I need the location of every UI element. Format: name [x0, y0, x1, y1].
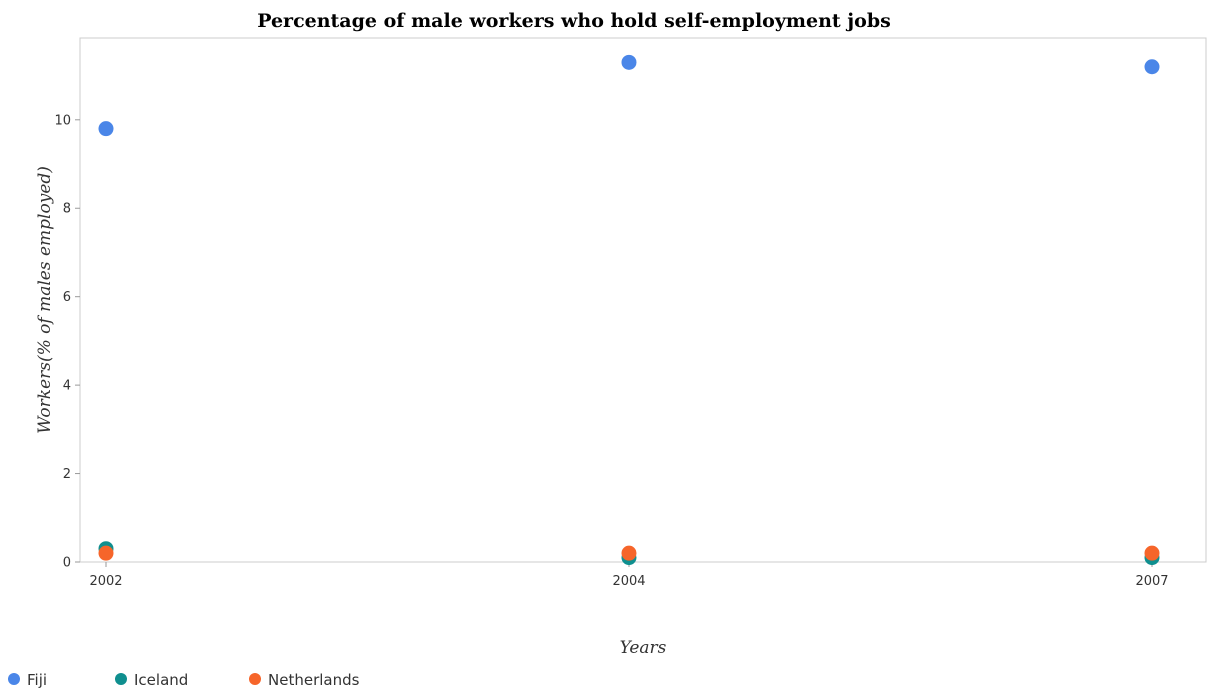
legend-marker-iceland: [115, 673, 127, 685]
point-fiji-2004: [621, 54, 637, 70]
legend-label-fiji: Fiji: [27, 671, 47, 689]
x-tick-label: 2007: [1135, 574, 1168, 589]
x-axis: 2002 2004 2007: [89, 562, 1169, 589]
point-netherlands-2004: [621, 545, 637, 561]
legend-marker-netherlands: [249, 673, 261, 685]
y-tick-label: 8: [63, 202, 71, 217]
x-tick-label: 2002: [89, 574, 122, 589]
chart-title: Percentage of male workers who hold self…: [257, 10, 891, 32]
y-tick-label: 6: [63, 290, 71, 305]
x-tick-label: 2004: [612, 574, 645, 589]
y-axis: 0 2 4 6 8 10: [54, 113, 80, 571]
y-tick-label: 10: [54, 113, 71, 128]
point-netherlands-2002: [98, 545, 114, 561]
legend-label-iceland: Iceland: [134, 671, 188, 689]
y-tick-label: 4: [63, 379, 71, 394]
point-netherlands-2007: [1144, 545, 1160, 561]
legend: Fiji Iceland Netherlands: [8, 671, 360, 689]
y-tick-label: 0: [63, 556, 71, 571]
plot-area: [79, 37, 1207, 563]
y-tick-label: 2: [63, 467, 71, 482]
y-axis-label: Workers(% of males employed): [35, 166, 55, 434]
data-points: [98, 54, 1160, 566]
legend-marker-fiji: [8, 673, 20, 685]
point-fiji-2007: [1144, 59, 1160, 75]
point-fiji-2002: [98, 121, 114, 137]
legend-label-netherlands: Netherlands: [268, 671, 360, 689]
x-axis-label: Years: [620, 638, 667, 658]
